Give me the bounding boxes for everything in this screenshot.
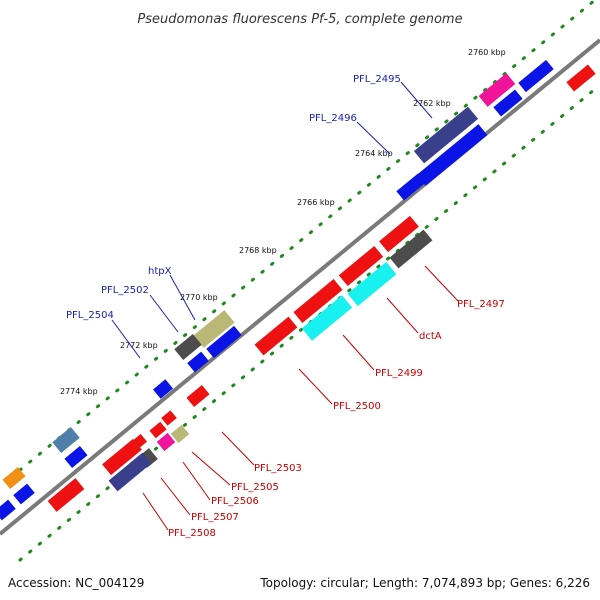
gene-label-htpx[interactable]: htpX xyxy=(148,266,172,277)
leader-line xyxy=(221,431,255,466)
gene-block[interactable] xyxy=(149,421,167,439)
gene-blocks xyxy=(0,59,596,521)
gene-block[interactable] xyxy=(293,279,343,323)
gene-block[interactable] xyxy=(153,379,173,399)
gene-label-pfl-2499[interactable]: PFL_2499 xyxy=(375,368,423,379)
gene-label-pfl-2508[interactable]: PFL_2508 xyxy=(168,528,216,539)
gene-block[interactable] xyxy=(0,499,16,521)
gene-block[interactable] xyxy=(254,316,298,356)
map-title: Pseudomonas fluorescens Pf-5, complete g… xyxy=(137,12,462,27)
gene-label-pfl-2506[interactable]: PFL_2506 xyxy=(211,496,259,507)
leader-line xyxy=(160,477,191,516)
gene-block[interactable] xyxy=(156,432,176,452)
leader-line xyxy=(169,274,196,321)
tick-label: 2774 kbp xyxy=(60,387,98,396)
leader-line xyxy=(298,368,333,405)
gene-block[interactable] xyxy=(301,295,353,341)
gene-block[interactable] xyxy=(174,333,202,361)
gene-block[interactable] xyxy=(389,229,433,269)
leader-line xyxy=(182,461,211,501)
gene-block[interactable] xyxy=(413,106,479,164)
gene-block[interactable] xyxy=(170,424,190,444)
gene-block[interactable] xyxy=(47,478,85,512)
gene-block[interactable] xyxy=(102,438,142,476)
gene-block[interactable] xyxy=(338,245,384,287)
gene-block[interactable] xyxy=(186,385,210,407)
gene-label-pfl-2502[interactable]: PFL_2502 xyxy=(101,285,149,296)
leader-line xyxy=(400,81,433,119)
gene-label-pfl-2497[interactable]: PFL_2497 xyxy=(457,299,505,310)
leader-line xyxy=(342,334,375,371)
gene-labels: PFL_2495 PFL_2496 htpX PFL_2502 PFL_2504… xyxy=(66,74,505,539)
tick-label: 2764 kbp xyxy=(355,149,393,158)
gene-label-pfl-2496[interactable]: PFL_2496 xyxy=(309,113,357,124)
tick-label: 2772 kbp xyxy=(120,341,158,350)
accession-text: Accession: NC_004129 xyxy=(8,576,145,590)
gene-block[interactable] xyxy=(566,64,596,92)
tick-label: 2770 kbp xyxy=(180,293,218,302)
genome-backbone xyxy=(0,38,600,536)
gene-block[interactable] xyxy=(379,215,419,253)
leader-line xyxy=(424,265,459,302)
gene-block[interactable] xyxy=(108,452,152,492)
tick-label: 2768 kbp xyxy=(239,246,277,255)
gene-block[interactable] xyxy=(2,467,26,489)
gene-block[interactable] xyxy=(347,261,397,307)
gene-block[interactable] xyxy=(64,446,88,468)
gene-block[interactable] xyxy=(518,59,554,93)
outer-scale-track xyxy=(18,0,597,472)
leader-line xyxy=(111,319,141,359)
gene-block[interactable] xyxy=(161,410,177,426)
tick-label: 2762 kbp xyxy=(413,99,451,108)
leader-line xyxy=(356,121,391,155)
gene-label-pfl-2505[interactable]: PFL_2505 xyxy=(231,482,279,493)
gene-block[interactable] xyxy=(52,426,80,454)
gene-label-pfl-2500[interactable]: PFL_2500 xyxy=(333,401,381,412)
gene-block[interactable] xyxy=(478,73,516,107)
gene-block[interactable] xyxy=(416,124,488,186)
gene-block[interactable] xyxy=(493,89,523,117)
gene-block[interactable] xyxy=(206,325,242,359)
tick-label: 2760 kbp xyxy=(468,48,506,57)
gene-block[interactable] xyxy=(193,310,235,348)
gene-label-pfl-2495[interactable]: PFL_2495 xyxy=(353,74,401,85)
gene-block[interactable] xyxy=(13,483,35,505)
gene-label-pfl-2507[interactable]: PFL_2507 xyxy=(191,512,239,523)
tick-label: 2766 kbp xyxy=(297,198,335,207)
leader-line xyxy=(142,492,169,531)
leader-line xyxy=(149,294,179,333)
gene-block[interactable] xyxy=(187,351,209,373)
gene-block[interactable] xyxy=(396,173,426,201)
gene-label-pfl-2504[interactable]: PFL_2504 xyxy=(66,310,114,321)
leader-line xyxy=(386,297,419,334)
gene-label-pfl-2503[interactable]: PFL_2503 xyxy=(254,463,302,474)
leader-line xyxy=(191,451,231,486)
tick-labels: 2760 kbp 2762 kbp 2764 kbp 2766 kbp 2768… xyxy=(60,48,506,396)
gene-label-dcta[interactable]: dctA xyxy=(419,331,442,342)
topology-text: Topology: circular; Length: 7,074,893 bp… xyxy=(260,576,590,590)
leader-lines xyxy=(111,81,459,531)
